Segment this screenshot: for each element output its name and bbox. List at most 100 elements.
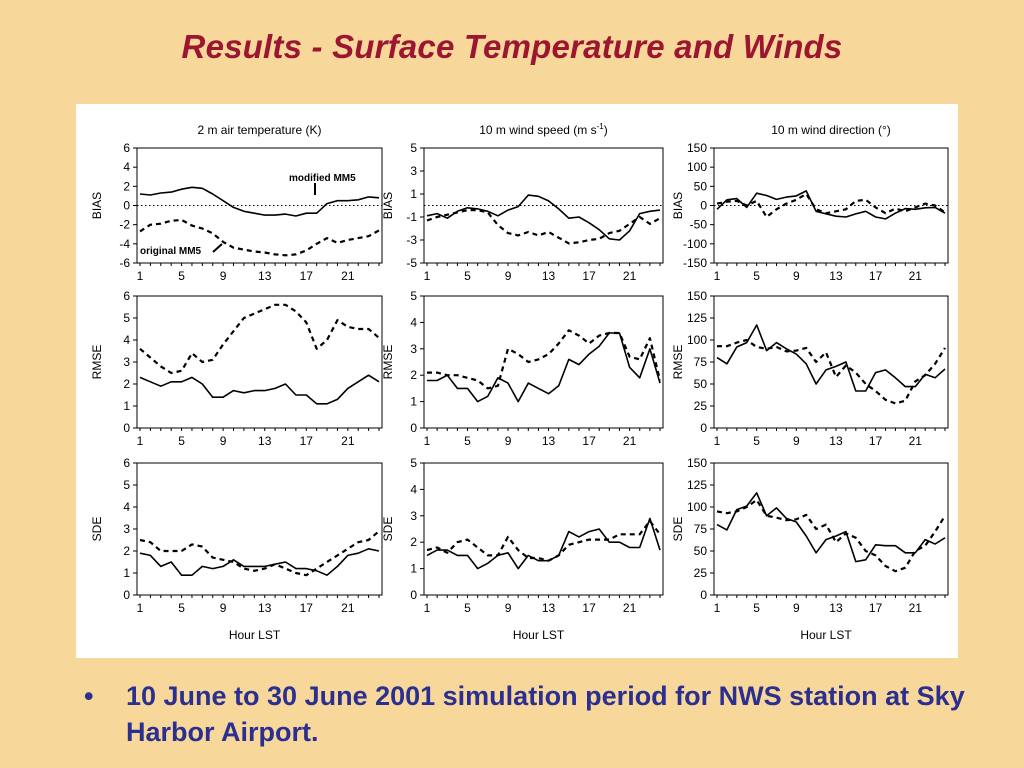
y-axis-label: RMSE (381, 345, 395, 380)
x-tick-label: 1 (714, 601, 721, 615)
x-tick-label: 9 (505, 269, 512, 283)
x-tick-label: 9 (220, 269, 227, 283)
y-tick-label: -6 (119, 256, 130, 270)
y-tick-label: 50 (694, 377, 708, 391)
series-original-line (426, 520, 661, 562)
y-tick-label: 3 (123, 522, 130, 536)
y-tick-label: 150 (687, 141, 707, 155)
chart-panel-6: 0 25 50 75 100 125 150 1 5 9 13 17 21 RMSE (671, 289, 949, 448)
x-tick-label: 9 (505, 601, 512, 615)
x-tick-label: 13 (542, 434, 556, 448)
y-tick-label: -50 (690, 218, 708, 232)
series-original-line (426, 208, 661, 245)
x-tick-label: 17 (300, 601, 314, 615)
x-tick-label: 13 (258, 601, 272, 615)
y-tick-label: 100 (687, 160, 707, 174)
y-tick-label: 0 (700, 421, 707, 435)
x-tick-label: 1 (137, 269, 144, 283)
y-tick-label: 0 (410, 588, 417, 602)
y-axis-label: BIAS (671, 192, 685, 219)
x-tick-label: 21 (623, 434, 637, 448)
x-tick-label: 17 (300, 434, 314, 448)
series-modified-line (716, 492, 946, 563)
x-tick-label: 13 (258, 434, 272, 448)
y-tick-label: 0 (123, 199, 130, 213)
y-tick-label: -150 (683, 256, 707, 270)
y-tick-label: 3 (410, 509, 417, 523)
y-tick-label: 50 (694, 179, 708, 193)
x-tick-label: 21 (341, 434, 355, 448)
series-modified-line (139, 547, 380, 577)
y-tick-label: 1 (123, 566, 130, 580)
series-modified-line (139, 374, 380, 405)
y-tick-label: -4 (119, 237, 130, 251)
series-modified-line (716, 190, 946, 220)
panel-frame (423, 295, 664, 429)
series-original-line (717, 338, 946, 405)
y-tick-label: 0 (700, 199, 707, 213)
series-modified-line (426, 517, 661, 570)
y-tick-label: 75 (694, 355, 708, 369)
x-tick-label: 5 (178, 434, 185, 448)
panel-frame (423, 462, 664, 596)
x-tick-label: 13 (542, 601, 556, 615)
y-tick-label: -100 (683, 237, 707, 251)
y-tick-label: 25 (694, 566, 708, 580)
y-axis-label: BIAS (381, 192, 395, 219)
slide-title: Results - Surface Temperature and Winds (181, 28, 843, 65)
y-tick-label: 6 (123, 456, 130, 470)
x-tick-label: 9 (220, 601, 227, 615)
x-axis-label: Hour LST (513, 628, 565, 642)
y-tick-label: 125 (687, 478, 707, 492)
y-tick-label: 100 (687, 500, 707, 514)
y-tick-label: 2 (123, 544, 130, 558)
y-tick-label: 4 (410, 315, 417, 329)
series-original-line (139, 303, 380, 375)
x-tick-label: 5 (464, 434, 471, 448)
y-tick-label: 4 (123, 160, 130, 174)
results-figure: -6 -4 -2 0 2 4 6 1 5 9 13 17 21 BIAS 2 m air temperatu… (76, 104, 958, 658)
y-tick-label: -3 (406, 233, 417, 247)
column-title: 2 m air temperature (K) (197, 123, 321, 137)
x-tick-label: 5 (753, 434, 760, 448)
x-tick-label: 13 (829, 269, 843, 283)
chart-panel-9: 0 25 50 75 100 125 150 1 5 9 13 17 21 SDE Hour LST (671, 456, 949, 642)
y-tick-label: 0 (123, 421, 130, 435)
chart-panel-3: -150 -100 -50 0 50 100 150 1 5 9 13 17 21 BIAS 10 m wi… (671, 123, 949, 283)
y-tick-label: 0 (410, 421, 417, 435)
y-tick-label: 100 (687, 333, 707, 347)
y-tick-label: 2 (123, 377, 130, 391)
y-tick-label: 25 (694, 399, 708, 413)
panel-frame (136, 462, 383, 596)
x-tick-label: 21 (623, 269, 637, 283)
x-tick-label: 1 (137, 601, 144, 615)
chart-panel-1: -6 -4 -2 0 2 4 6 1 5 9 13 17 21 BIAS 2 m air temperatu… (90, 123, 383, 283)
series-original-line (427, 329, 662, 390)
annotation-original: original MM5 (140, 246, 202, 257)
bullet-mark: • (84, 681, 94, 711)
x-tick-label: 17 (869, 269, 883, 283)
x-tick-label: 5 (464, 601, 471, 615)
x-tick-label: 1 (424, 269, 431, 283)
y-tick-label: 4 (123, 500, 130, 514)
y-tick-label: 2 (123, 179, 130, 193)
x-tick-label: 9 (505, 434, 512, 448)
series-modified-line (139, 186, 380, 217)
x-tick-label: 5 (753, 601, 760, 615)
y-tick-label: 50 (694, 544, 708, 558)
y-tick-label: 3 (410, 342, 417, 356)
x-tick-label: 1 (714, 269, 721, 283)
y-tick-label: 4 (123, 333, 130, 347)
x-tick-label: 9 (220, 434, 227, 448)
x-tick-label: 17 (869, 601, 883, 615)
y-tick-label: 2 (410, 368, 417, 382)
panel-frame (136, 295, 383, 429)
y-tick-label: -5 (406, 256, 417, 270)
superscript: -1 (597, 122, 605, 131)
x-tick-label: 5 (178, 601, 185, 615)
x-tick-label: 9 (793, 601, 800, 615)
